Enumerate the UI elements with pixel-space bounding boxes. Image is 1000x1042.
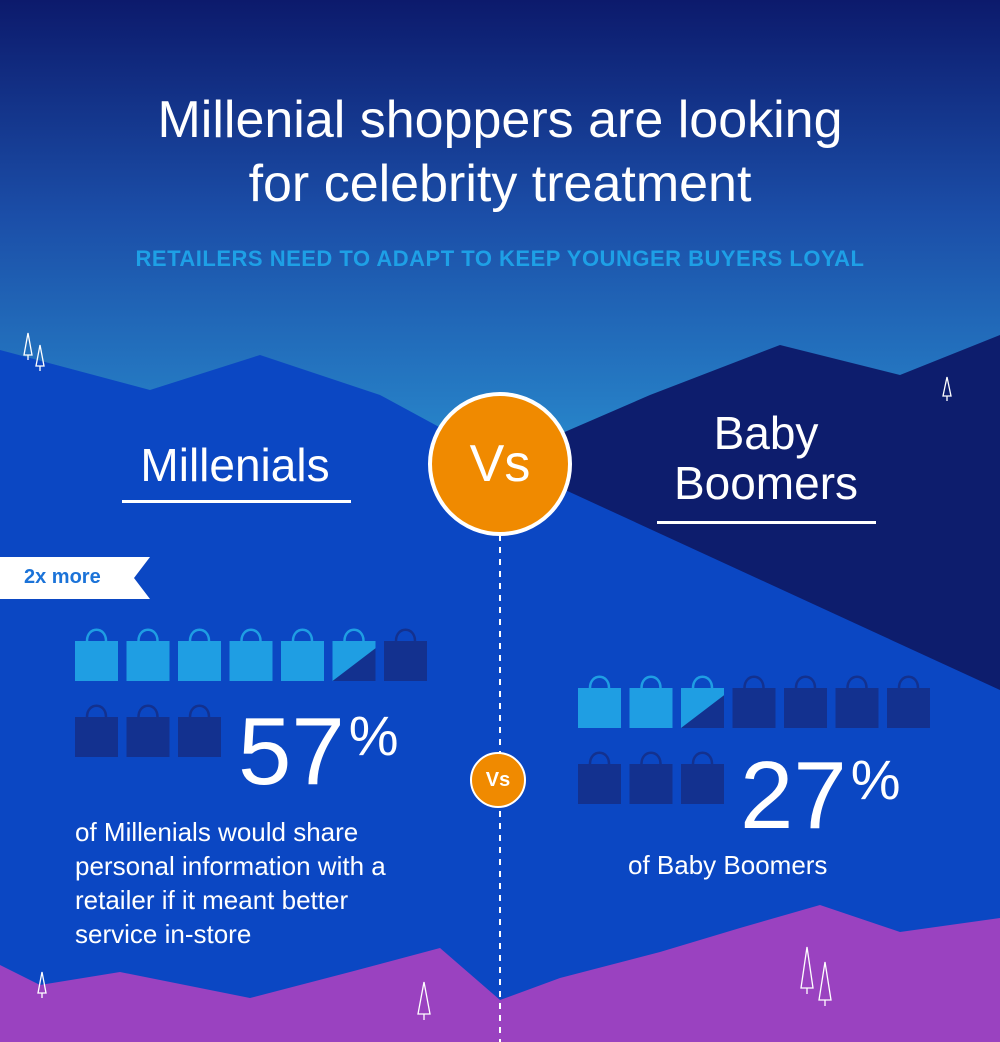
boomers-description: of Baby Boomers [628,850,828,880]
shopping-bag-icon [835,675,879,728]
shopping-bag-icon [75,628,118,681]
millenials-heading-underline [122,500,351,503]
boomers-percent: 27% [740,748,901,844]
shopping-bag-icon [384,628,427,681]
shopping-bag-icon [126,704,170,757]
shopping-bag-icon [887,675,930,728]
millenials-description: of Millenials would share personal infor… [75,817,386,949]
badge-ribbon [0,557,150,599]
shopping-bag-icon [281,628,324,681]
shopping-bag-icon [75,704,118,757]
title-line-2: for celebrity treatment [248,155,752,213]
shopping-bag-icon [681,675,724,728]
boomers-heading: Baby Boomers [640,408,892,508]
boomers-percent-value: 27 [740,742,847,849]
shopping-bag-icon [178,704,221,757]
mountain-bottom-purple [0,905,1000,1042]
shopping-bag-icon [178,628,221,681]
mountain-left [0,350,500,1042]
shopping-bag-icon [681,751,724,804]
boomers-percent-sign: % [850,748,901,811]
shopping-bag-icon [629,751,673,804]
boomers-bag-chart [578,675,930,804]
millenials-heading: Millenials [140,439,330,491]
millenials-bag-chart [75,628,427,757]
vs-circle-large: Vs [428,392,572,536]
page-title: Millenial shoppers are looking for celeb… [0,88,1000,216]
badge-2x-more: 2x more [24,566,101,588]
shopping-bag-icon [578,751,621,804]
millenials-percent-value: 57 [238,698,345,805]
millenials-percent-sign: % [348,704,399,767]
boomers-heading-underline [657,521,876,524]
mountain-right-mid [500,460,1000,1042]
page-subtitle: RETAILERS NEED TO ADAPT TO KEEP YOUNGER … [135,246,865,271]
shopping-bag-icon [332,628,376,681]
shopping-bag-icon [629,675,673,728]
boomers-heading-line-2: Boomers [673,457,859,509]
title-line-1: Millenial shoppers are looking [157,91,843,149]
millenials-percent: 57% [238,704,399,800]
tree-icons [23,332,952,1020]
shopping-bag-icon [126,628,170,681]
boomers-heading-line-1: Baby [713,407,819,459]
shopping-bag-icon [732,675,776,728]
mountain-right-dark [500,335,1000,690]
shopping-bag-icon [578,675,621,728]
shopping-bag-icon [784,675,827,728]
vs-circle-small: Vs [470,752,526,808]
shopping-bag-icon [229,628,273,681]
